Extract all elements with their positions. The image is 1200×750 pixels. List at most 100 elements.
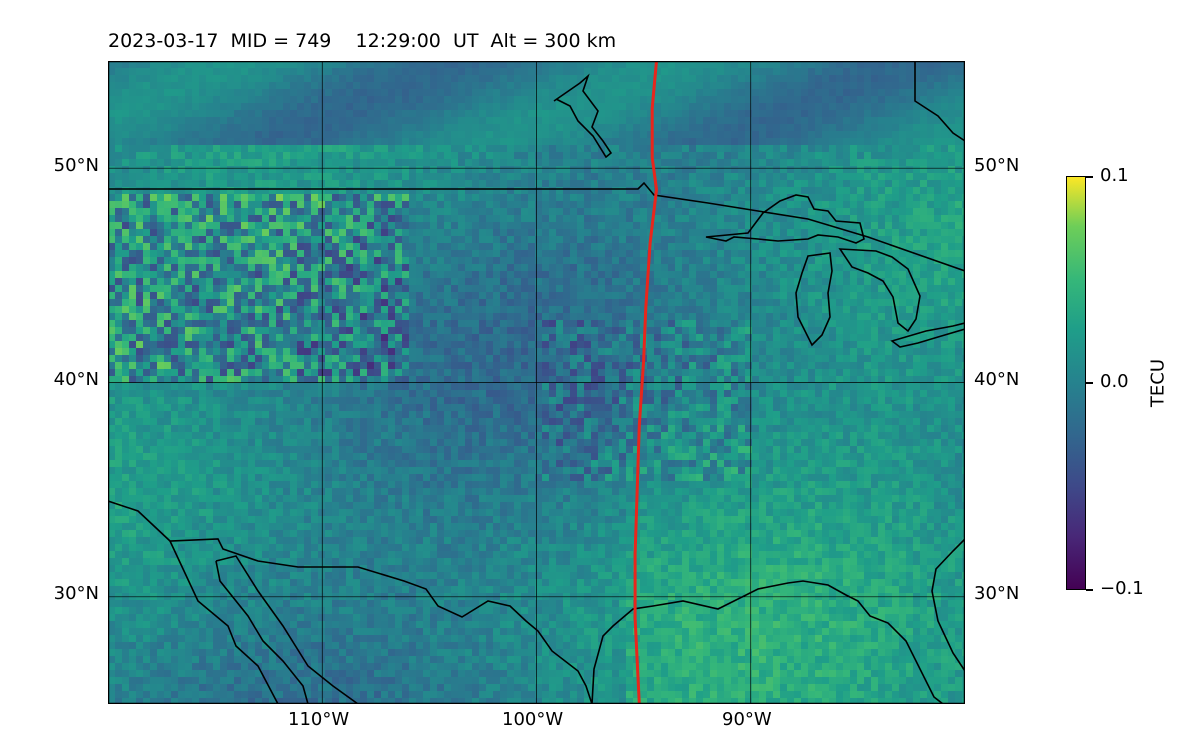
tec-cell xyxy=(234,75,242,83)
tec-cell xyxy=(927,152,935,160)
tec-cell xyxy=(108,89,116,97)
tec-cell xyxy=(822,215,830,223)
tec-cell xyxy=(472,75,480,83)
tec-cell xyxy=(773,187,781,195)
tec-cell xyxy=(773,68,781,76)
tec-cell xyxy=(878,306,886,314)
tec-cell xyxy=(367,278,375,286)
tec-cell xyxy=(752,61,760,69)
tec-cell xyxy=(430,285,438,293)
tec-cell xyxy=(150,334,158,342)
tec-cell xyxy=(122,61,130,69)
tec-cell xyxy=(815,313,823,321)
tec-cell xyxy=(920,215,928,223)
tec-cell xyxy=(311,236,319,244)
tec-cell xyxy=(808,229,816,237)
tec-cell xyxy=(864,131,872,139)
tec-cell xyxy=(395,299,403,307)
tec-cell xyxy=(549,145,557,153)
tec-cell xyxy=(171,313,179,321)
tec-cell xyxy=(171,61,179,69)
tec-cell xyxy=(444,96,452,104)
tec-cell xyxy=(885,89,893,97)
tec-cell xyxy=(647,285,655,293)
tec-cell xyxy=(220,96,228,104)
tec-cell xyxy=(297,257,305,265)
tec-cell xyxy=(325,187,333,195)
tec-cell xyxy=(129,299,137,307)
tec-cell xyxy=(479,194,487,202)
tec-cell xyxy=(864,152,872,160)
tec-cell xyxy=(143,243,151,251)
tec-cell xyxy=(794,89,802,97)
tec-cell xyxy=(458,187,466,195)
tec-cell xyxy=(626,320,634,328)
tec-cell xyxy=(304,285,312,293)
tec-cell xyxy=(122,145,130,153)
tec-cell xyxy=(458,306,466,314)
tec-cell xyxy=(521,61,529,69)
tec-cell xyxy=(780,229,788,237)
tec-cell xyxy=(458,215,466,223)
tec-cell xyxy=(948,131,956,139)
tec-cell xyxy=(801,320,809,328)
tec-cell xyxy=(843,89,851,97)
tec-cell xyxy=(570,327,578,335)
tec-cell xyxy=(787,68,795,76)
tec-cell xyxy=(108,145,116,153)
tec-cell xyxy=(311,229,319,237)
tec-cell xyxy=(934,82,942,90)
tec-cell xyxy=(164,341,172,349)
tec-cell xyxy=(612,96,620,104)
tec-cell xyxy=(528,180,536,188)
tec-cell xyxy=(227,264,235,272)
tec-cell xyxy=(507,334,515,342)
tec-cell xyxy=(766,124,774,132)
tec-cell xyxy=(395,89,403,97)
tec-cell xyxy=(409,264,417,272)
tec-cell xyxy=(192,278,200,286)
tec-cell xyxy=(353,194,361,202)
tec-cell xyxy=(500,117,508,125)
tec-cell xyxy=(500,82,508,90)
tec-cell xyxy=(136,341,144,349)
tec-cell xyxy=(528,82,536,90)
tec-cell xyxy=(360,264,368,272)
tec-cell xyxy=(605,82,613,90)
tec-cell xyxy=(486,250,494,258)
tec-cell xyxy=(773,110,781,118)
tec-cell xyxy=(395,194,403,202)
tec-cell xyxy=(199,131,207,139)
tec-cell xyxy=(696,166,704,174)
tec-cell xyxy=(780,243,788,251)
tec-cell xyxy=(164,264,172,272)
tec-cell xyxy=(794,96,802,104)
tec-cell xyxy=(353,117,361,125)
tec-cell xyxy=(626,250,634,258)
tec-cell xyxy=(458,110,466,118)
tec-cell xyxy=(465,306,473,314)
tec-cell xyxy=(612,145,620,153)
tec-cell xyxy=(766,222,774,230)
tec-cell xyxy=(570,257,578,265)
tec-cell xyxy=(549,61,557,69)
tec-cell xyxy=(318,194,326,202)
tec-cell xyxy=(710,327,718,335)
tec-cell xyxy=(227,278,235,286)
tec-cell xyxy=(297,243,305,251)
tec-cell xyxy=(605,194,613,202)
tec-cell xyxy=(661,271,669,279)
tec-cell xyxy=(297,341,305,349)
tec-cell xyxy=(444,89,452,97)
tec-cell xyxy=(157,215,165,223)
tec-cell xyxy=(906,75,914,83)
tec-cell xyxy=(269,68,277,76)
tec-cell xyxy=(724,292,732,300)
tec-cell xyxy=(115,341,123,349)
tec-cell xyxy=(108,110,116,118)
tec-cell xyxy=(815,229,823,237)
tec-cell xyxy=(346,180,354,188)
tec-cell xyxy=(633,271,641,279)
tec-cell xyxy=(388,215,396,223)
tec-cell xyxy=(738,215,746,223)
